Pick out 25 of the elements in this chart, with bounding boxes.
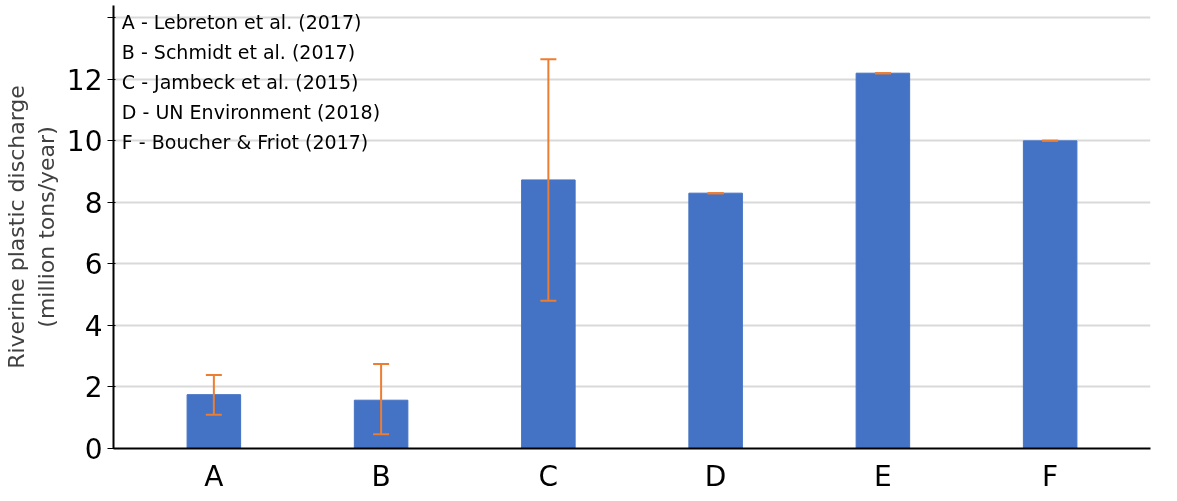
bar <box>521 179 576 449</box>
y-tick-label: 6 <box>84 248 103 282</box>
y-axis-title: Riverine plastic discharge (million tons/year) <box>3 85 59 369</box>
y-tick-label: 10 <box>66 125 103 159</box>
bar <box>1022 140 1078 449</box>
annotation: D - UN Environment (2018) <box>121 100 381 123</box>
y-tick-label: 8 <box>84 186 103 220</box>
bar <box>186 394 242 449</box>
x-tick-label: C <box>538 459 559 493</box>
x-tick-label: D <box>704 459 727 493</box>
bar <box>688 192 743 449</box>
annotation: C - Jambeck et al. (2015) <box>121 70 359 93</box>
y-tick-label: 0 <box>84 433 103 466</box>
x-tick-label: E <box>874 459 892 493</box>
annotation: A - Lebreton et al. (2017) <box>121 11 362 34</box>
annotation: B - Schmidt et al. (2017) <box>121 41 356 64</box>
bar <box>353 399 409 449</box>
annotation: F - Boucher & Friot (2017) <box>121 130 369 153</box>
x-tick-label: B <box>371 459 391 493</box>
bar <box>855 72 911 449</box>
x-tick-label: A <box>204 459 224 493</box>
x-tick-label: F <box>1042 459 1059 493</box>
y-tick-label: 2 <box>84 371 103 405</box>
y-tick-label: 4 <box>84 309 103 343</box>
y-tick-label: 12 <box>66 63 103 97</box>
